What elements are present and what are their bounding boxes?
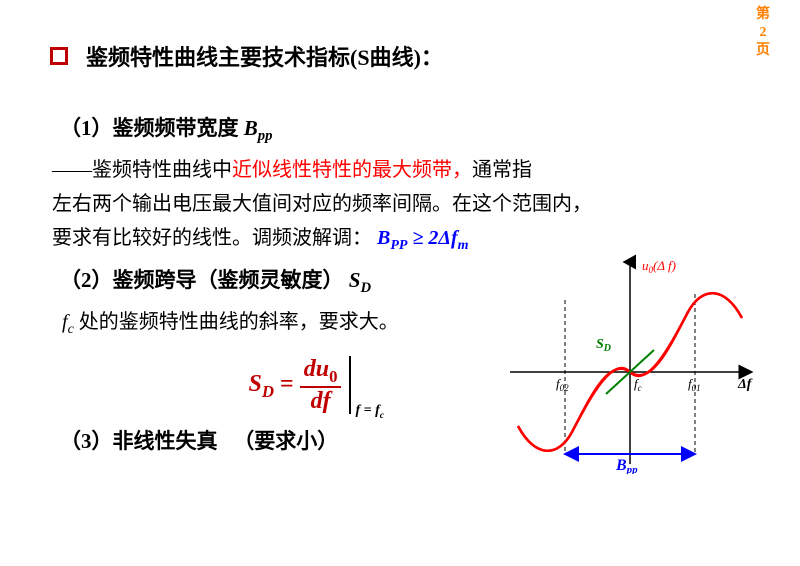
section-2: （2）鉴频跨导（鉴频灵敏度） SD fc 处的鉴频特性曲线的斜率，要求大。 SD… bbox=[50, 258, 490, 474]
page-number: 第 2 页 bbox=[756, 6, 770, 61]
section-1-body: ——鉴频特性曲线中近似线性特性的最大频带，通常指 左右两个输出电压最大值间对应的… bbox=[52, 153, 760, 258]
bullet-square-icon bbox=[50, 47, 68, 65]
fc-label: fc bbox=[634, 376, 642, 393]
bpp-inequality: BPP ≥ 2Δfm bbox=[377, 227, 469, 249]
xlabel: Δf bbox=[737, 377, 753, 392]
row-section2-chart: （2）鉴频跨导（鉴频灵敏度） SD fc 处的鉴频特性曲线的斜率，要求大。 SD… bbox=[50, 258, 760, 474]
ylabel: u0(Δ f) bbox=[642, 258, 676, 275]
section-1-heading: （1）鉴频频带宽度 Bpp bbox=[60, 112, 760, 145]
bpp-label: Bpp bbox=[615, 457, 638, 474]
slide-content: 鉴频特性曲线主要技术指标(S曲线)： （1）鉴频频带宽度 Bpp ——鉴频特性曲… bbox=[0, 0, 800, 474]
f01-label: f01 bbox=[688, 376, 701, 393]
sd-label: SD bbox=[596, 337, 611, 354]
title-row: 鉴频特性曲线主要技术指标(S曲线)： bbox=[50, 40, 760, 72]
f02-label: f02 bbox=[556, 376, 569, 393]
section-3-heading: （3）非线性失真 （要求小） bbox=[60, 425, 490, 455]
section-2-body: fc 处的鉴频特性曲线的斜率，要求大。 bbox=[62, 305, 490, 342]
section-2-heading: （2）鉴频跨导（鉴频灵敏度） SD bbox=[60, 264, 490, 297]
section-1: （1）鉴频频带宽度 Bpp ——鉴频特性曲线中近似线性特性的最大频带，通常指 左… bbox=[50, 112, 760, 258]
slide-title: 鉴频特性曲线主要技术指标(S曲线)： bbox=[86, 40, 443, 72]
chart-svg: u0(Δ f) Δf f02 fc f01 SD Bpp bbox=[500, 254, 760, 474]
sd-formula: SD = du0 df f = fc bbox=[110, 356, 490, 415]
s-curve-chart: u0(Δ f) Δf f02 fc f01 SD Bpp bbox=[500, 254, 760, 474]
